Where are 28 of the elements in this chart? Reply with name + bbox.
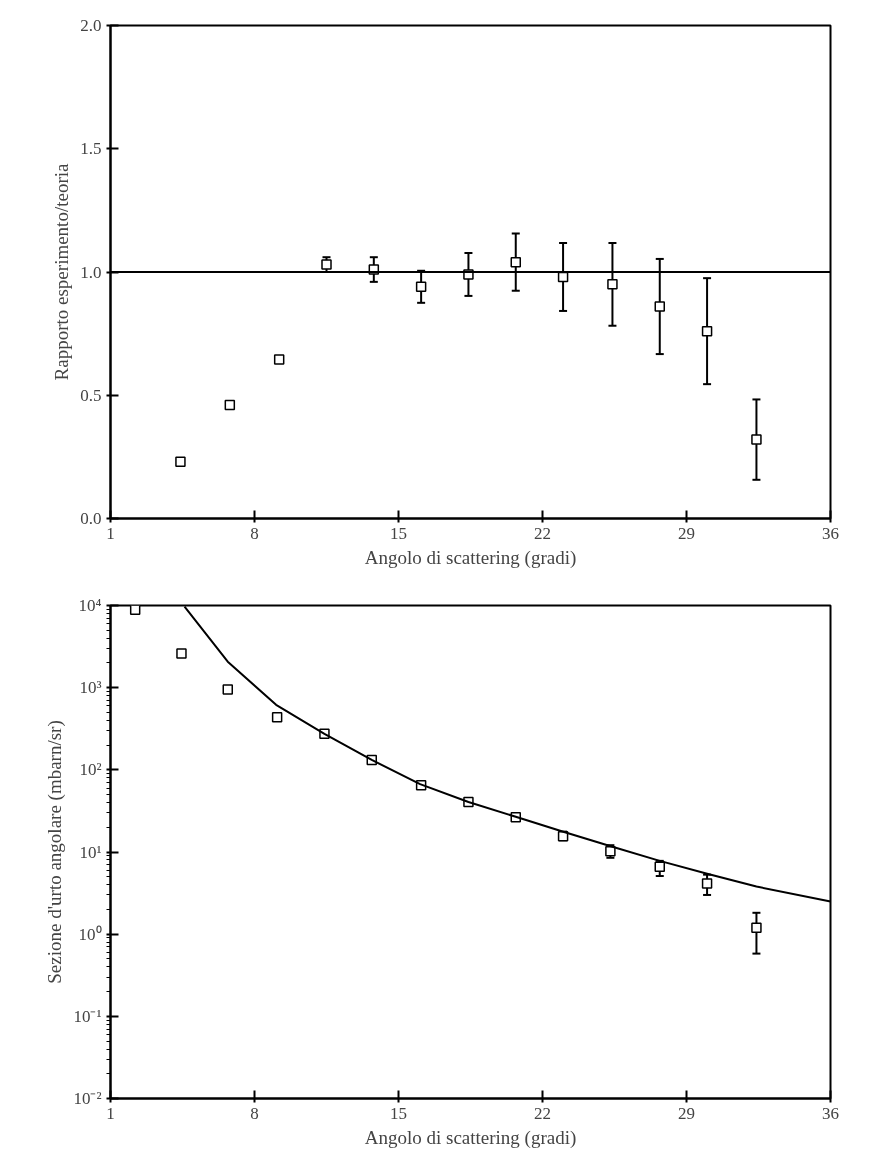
x-tick-label: 15 bbox=[390, 523, 407, 543]
y-tick-label: 1.5 bbox=[80, 139, 102, 159]
x-tick-label: 22 bbox=[534, 523, 551, 543]
y-tick-label: 10⁻¹ bbox=[73, 1006, 102, 1026]
x-tick-label: 8 bbox=[250, 1103, 259, 1123]
x-tick-label: 8 bbox=[250, 523, 259, 543]
x-tick-label: 36 bbox=[822, 523, 839, 543]
y-tick-label: 10⁴ bbox=[78, 596, 102, 615]
y-tick-label: 10⁰ bbox=[78, 924, 102, 944]
y-tick-label: 2.0 bbox=[80, 16, 102, 35]
x-tick-label: 36 bbox=[822, 1103, 839, 1123]
x-tick-label: 1 bbox=[106, 523, 115, 543]
x-axis-title: Angolo di scattering (gradi) bbox=[364, 546, 577, 569]
y-tick-label: 10³ bbox=[79, 678, 102, 698]
x-tick-label: 29 bbox=[678, 1103, 695, 1123]
x-axis-title: Angolo di scattering (gradi) bbox=[364, 1126, 577, 1149]
y-axis-title: Rapporto esperimento/teoria bbox=[51, 163, 73, 381]
x-tick-label: 22 bbox=[534, 1103, 551, 1123]
x-tick-label: 1 bbox=[106, 1103, 115, 1123]
x-tick-label: 29 bbox=[678, 523, 695, 543]
y-tick-label: 0.5 bbox=[80, 385, 102, 405]
x-tick-label: 15 bbox=[390, 1103, 407, 1123]
y-tick-label: 10² bbox=[79, 760, 102, 780]
y-tick-label: 0.0 bbox=[80, 509, 102, 528]
y-axis-title: Sezione d'urto angolare (mbarn/sr) bbox=[44, 720, 67, 984]
y-tick-label: 1.0 bbox=[80, 262, 102, 282]
y-tick-label: 10¹ bbox=[79, 842, 102, 862]
y-tick-label: 10⁻² bbox=[73, 1089, 102, 1108]
